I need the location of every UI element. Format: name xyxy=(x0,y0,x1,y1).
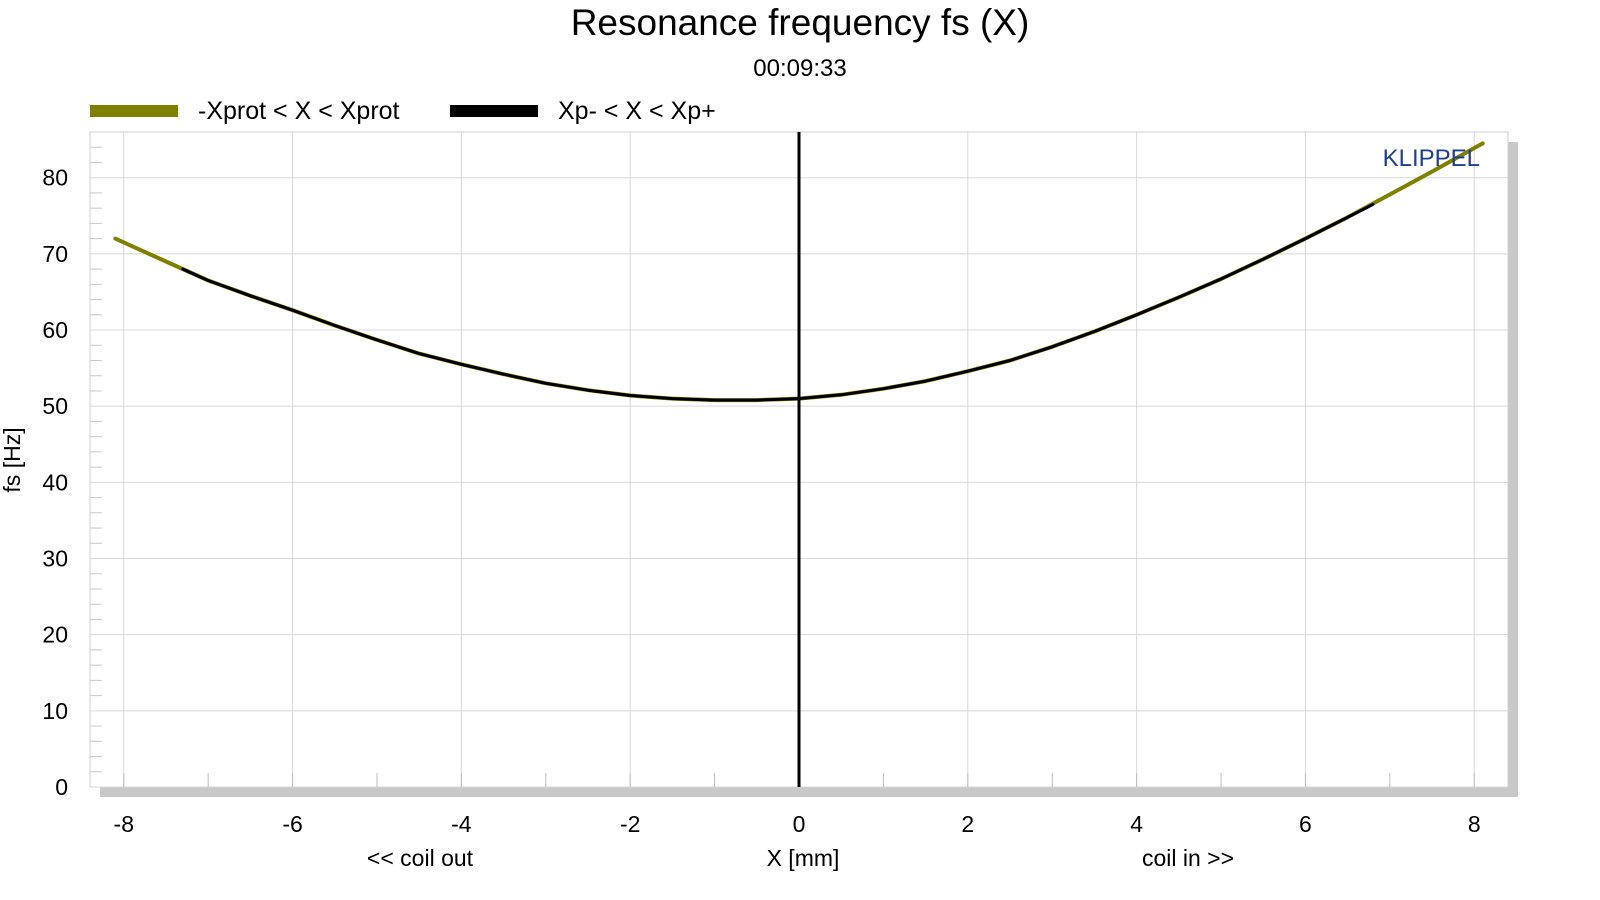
x-tick-label: 6 xyxy=(1299,811,1312,837)
legend-label-xp: Xp- < X < Xp+ xyxy=(558,96,716,125)
y-tick-label: 70 xyxy=(42,241,68,267)
y-tick-label: 0 xyxy=(55,774,68,800)
y-tick-label: 30 xyxy=(42,546,68,572)
x-left-note: << coil out xyxy=(367,845,474,871)
y-tick-label: 60 xyxy=(42,317,68,343)
x-tick-label: -4 xyxy=(451,811,472,837)
y-axis-label: fs [Hz] xyxy=(0,427,25,492)
x-right-note: coil in >> xyxy=(1142,845,1234,871)
x-tick-label: -2 xyxy=(620,811,640,837)
x-tick-label: -8 xyxy=(114,811,134,837)
chart-title: Resonance frequency fs (X) xyxy=(570,2,1030,43)
x-tick-label: 2 xyxy=(961,811,974,837)
x-tick-label: 4 xyxy=(1130,811,1143,837)
y-tick-label: 10 xyxy=(42,698,68,724)
minor-ticks xyxy=(90,146,1475,787)
x-axis-label: X [mm] xyxy=(767,845,840,871)
x-tick-label: 8 xyxy=(1468,811,1481,837)
y-tick-label: 20 xyxy=(42,622,68,648)
legend-item-xp: Xp- < X < Xp+ xyxy=(450,96,716,126)
series-line-xp xyxy=(181,202,1375,402)
legend-swatch-xprot xyxy=(90,105,178,117)
y-tick-label: 50 xyxy=(42,393,68,419)
series-layer xyxy=(113,132,1485,787)
x-tick-label: -6 xyxy=(282,811,302,837)
y-tick-label: 40 xyxy=(42,469,68,495)
brand-label: KLIPPEL xyxy=(1383,145,1480,172)
legend-label-xprot: -Xprot < X < Xprot xyxy=(198,96,400,125)
legend-item-xprot: -Xprot < X < Xprot xyxy=(90,96,400,126)
legend-swatch-xp xyxy=(450,105,538,117)
x-tick-label: 0 xyxy=(793,811,806,837)
chart-subtitle: 00:09:33 xyxy=(753,55,847,82)
y-tick-label: 80 xyxy=(42,165,68,191)
